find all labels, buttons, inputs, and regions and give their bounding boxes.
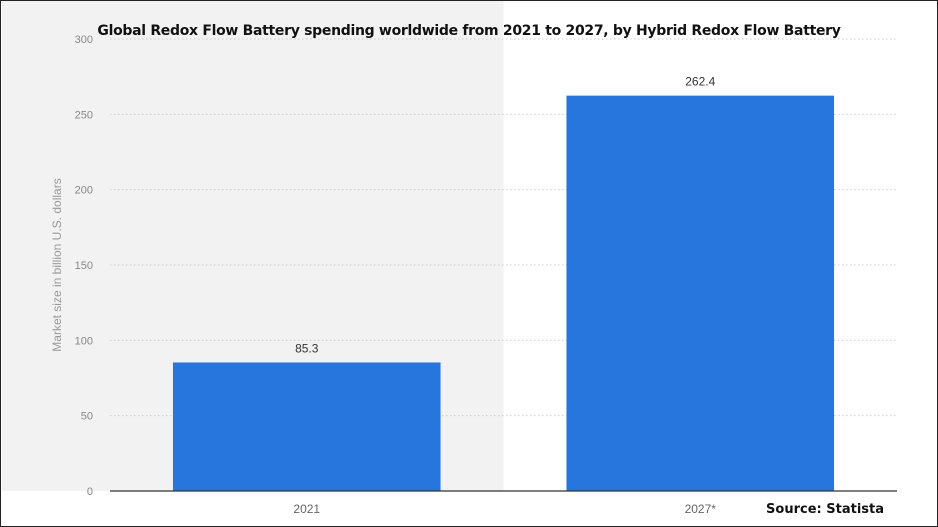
x-tick-label: 2021 xyxy=(293,502,320,516)
y-tick-label: 50 xyxy=(81,411,93,423)
bar-value-label: 262.4 xyxy=(685,75,715,89)
y-axis-label: Market size in billion U.S. dollars xyxy=(50,178,64,352)
x-tick-label: 2027* xyxy=(685,502,717,516)
y-tick-label: 0 xyxy=(87,486,93,498)
bar-value-label: 85.3 xyxy=(295,341,319,355)
bar-2027 xyxy=(566,95,835,491)
source-label: Source: Statista xyxy=(766,502,884,517)
bar-2021 xyxy=(172,362,441,491)
chart-title: Global Redox Flow Battery spending world… xyxy=(97,23,841,39)
y-tick-label: 150 xyxy=(75,260,93,272)
y-tick-label: 200 xyxy=(75,185,93,197)
y-tick-label: 250 xyxy=(75,109,93,121)
y-tick-label: 300 xyxy=(75,34,93,46)
y-tick-label: 100 xyxy=(75,335,93,347)
